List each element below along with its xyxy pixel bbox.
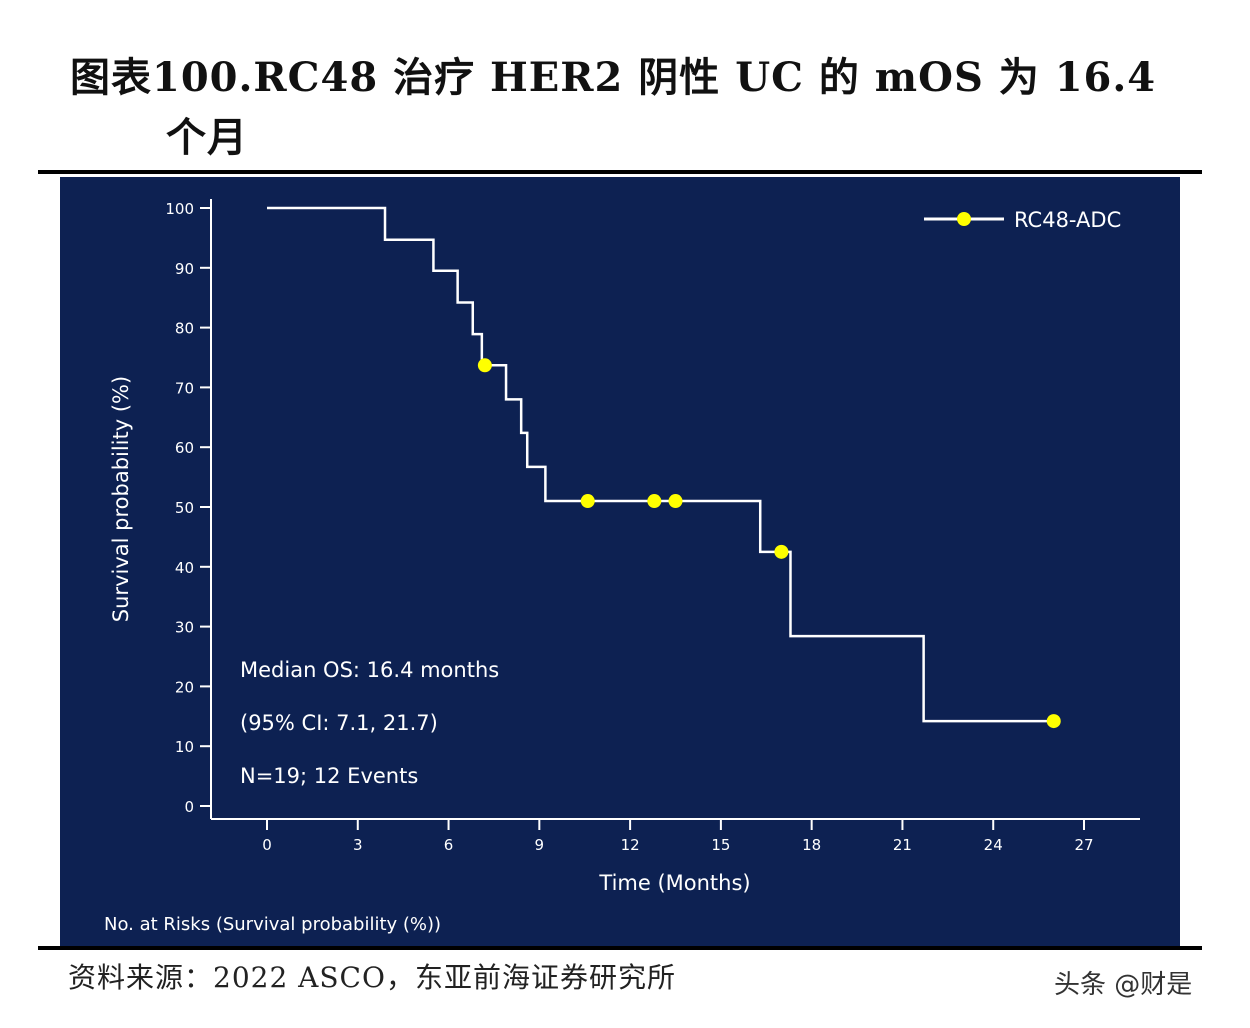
annotation-events: N=19; 12 Events bbox=[240, 764, 418, 788]
figure-title: 图表100.RC48 治疗 HER2 阴性 UC 的 mOS 为 16.4 个月 bbox=[70, 48, 1190, 168]
legend: RC48-ADC bbox=[924, 208, 1121, 232]
y-tick-label: 60 bbox=[175, 439, 194, 457]
censor-marker bbox=[580, 494, 595, 509]
y-tick-label: 40 bbox=[175, 559, 194, 577]
x-tick-label: 21 bbox=[893, 836, 912, 854]
y-tick-label: 50 bbox=[175, 499, 194, 517]
risk-table-footer: No. at Risks (Survival probability (%)) bbox=[104, 914, 441, 935]
legend-label: RC48-ADC bbox=[1014, 208, 1121, 232]
censor-marker bbox=[647, 494, 662, 509]
y-tick-label: 0 bbox=[184, 798, 194, 816]
censor-marker bbox=[1046, 714, 1061, 729]
censor-marker bbox=[774, 544, 789, 559]
title-line-2: 个月 bbox=[166, 114, 248, 161]
x-axis-label: Time (Months) bbox=[598, 871, 750, 895]
top-rule bbox=[38, 170, 1202, 174]
y-tick-label: 80 bbox=[175, 320, 194, 338]
censor-markers bbox=[477, 358, 1061, 729]
y-tick-label: 20 bbox=[175, 678, 194, 696]
x-tick-label: 9 bbox=[535, 836, 545, 854]
axes bbox=[210, 199, 1140, 820]
y-tick-label: 100 bbox=[165, 200, 194, 218]
chart-panel: 0 10 20 30 40 50 60 70 80 90 100 0 3 6 9 12 15 18 21 24 27 … bbox=[60, 177, 1180, 946]
annotation-ci: (95% CI: 7.1, 21.7) bbox=[240, 711, 438, 735]
y-tick-label: 30 bbox=[175, 619, 194, 637]
annotation-median-os: Median OS: 16.4 months bbox=[240, 658, 499, 682]
y-tick-label: 90 bbox=[175, 260, 194, 278]
x-tick-label: 18 bbox=[802, 836, 821, 854]
x-tick-label: 24 bbox=[984, 836, 1003, 854]
legend-marker bbox=[957, 212, 971, 226]
censor-marker bbox=[477, 358, 492, 373]
x-axis-ticks: 0 3 6 9 12 15 18 21 24 27 bbox=[262, 819, 1094, 854]
censor-marker bbox=[668, 494, 683, 509]
watermark: 头条 @财是 bbox=[1054, 970, 1193, 1000]
x-tick-label: 3 bbox=[353, 836, 363, 854]
x-tick-label: 0 bbox=[262, 836, 272, 854]
x-tick-label: 6 bbox=[444, 836, 454, 854]
y-axis-label: Survival probability (%) bbox=[109, 376, 133, 622]
bottom-rule bbox=[38, 946, 1202, 950]
title-line-1: 图表100.RC48 治疗 HER2 阴性 UC 的 mOS 为 16.4 bbox=[70, 54, 1157, 101]
survival-curve-rc48-adc bbox=[267, 206, 1054, 723]
source-note: 资料来源：2022 ASCO，东亚前海证券研究所 bbox=[68, 961, 676, 994]
x-tick-label: 12 bbox=[621, 836, 640, 854]
y-tick-label: 70 bbox=[175, 379, 194, 397]
x-tick-label: 15 bbox=[711, 836, 730, 854]
x-tick-label: 27 bbox=[1074, 836, 1093, 854]
y-axis-ticks: 0 10 20 30 40 50 60 70 80 90 100 bbox=[165, 200, 211, 816]
y-tick-label: 10 bbox=[175, 738, 194, 756]
